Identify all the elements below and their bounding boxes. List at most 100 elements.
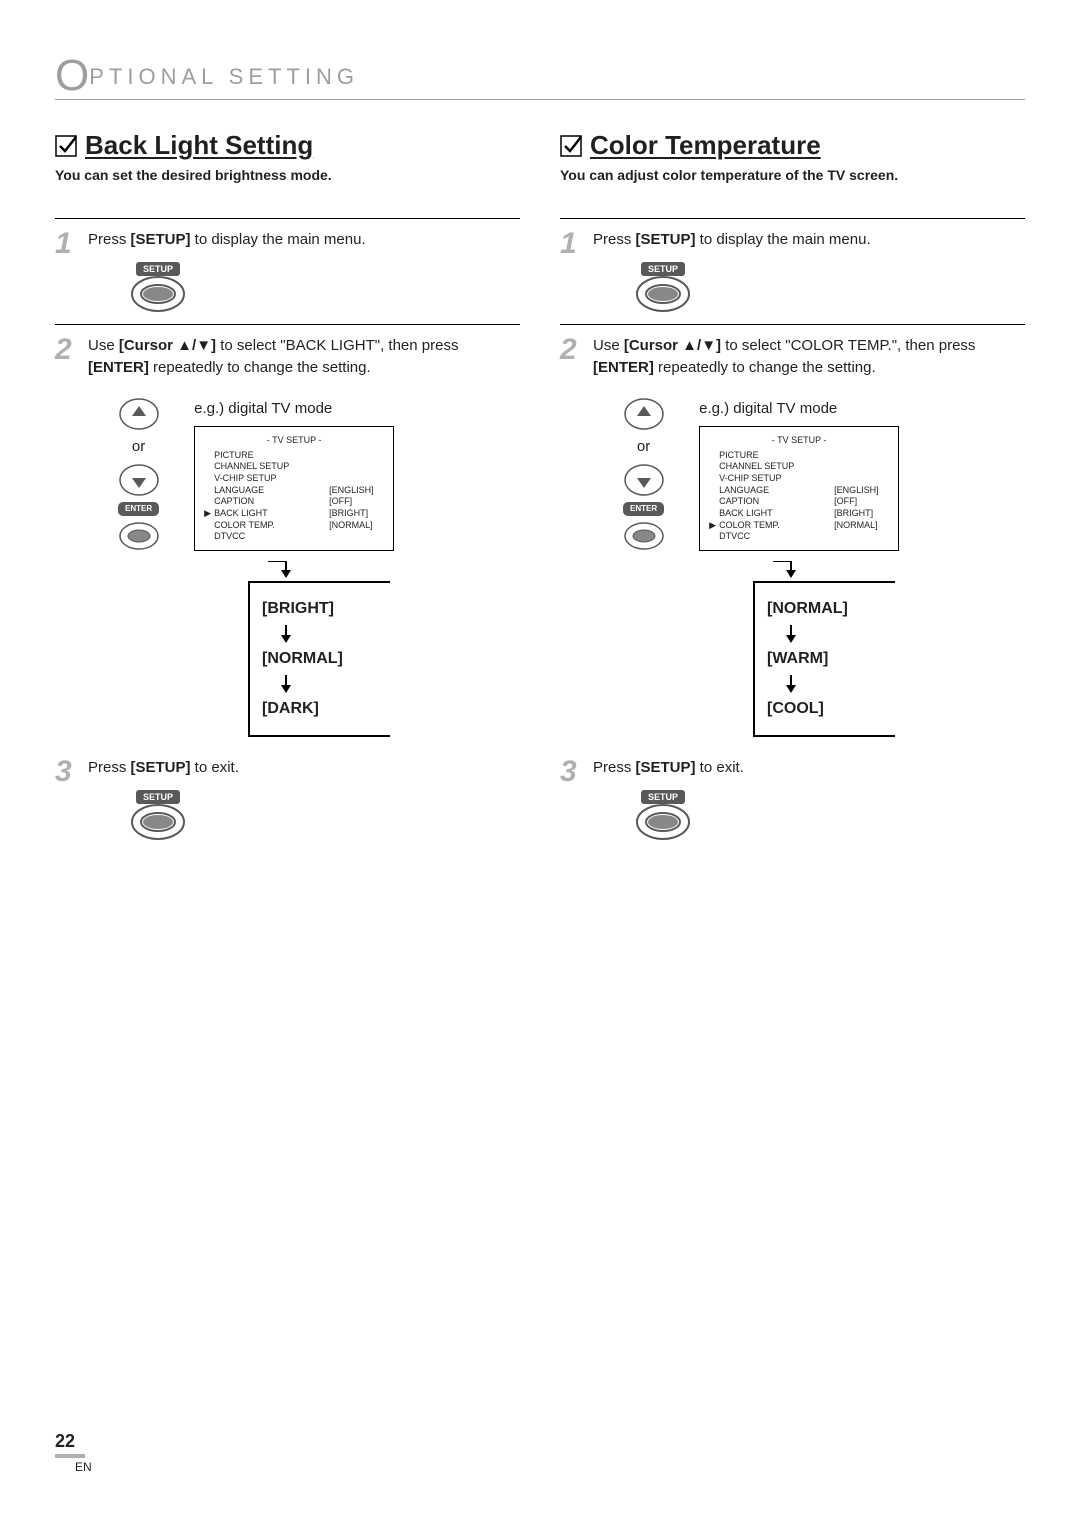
text: Press [88,759,131,776]
text-bold: [ENTER] [88,359,149,376]
flow-enter-arrow-icon [268,561,294,579]
text: Press [593,759,636,776]
text: to exit. [191,759,239,776]
check-icon [560,135,582,157]
tv-menu-row: DTVCC [204,531,384,543]
setup-button-icon [631,262,1025,314]
tv-menu-title: - TV SETUP - [204,434,384,448]
text-bold: [ENTER] [593,359,654,376]
tv-menu-row: DTVCC [709,531,889,543]
text: to select "COLOR TEMP.", then press [721,337,975,354]
step-number: 3 [55,757,80,787]
tv-menu-row: COLOR TEMP.[NORMAL] [204,520,384,532]
eg-text: e.g.) digital TV mode [699,398,899,421]
text-bold: [Cursor ▲/▼] [624,337,721,354]
text: repeatedly to change the setting. [149,359,371,376]
setup-button-icon [126,790,520,842]
tv-menu: - TV SETUP - PICTURECHANNEL SETUPV-CHIP … [194,426,394,551]
text: to display the main menu. [696,231,871,248]
flow-box: [BRIGHT][NORMAL][DARK] [248,581,388,737]
step-number: 2 [560,335,585,365]
left-title: Back Light Setting [85,130,313,161]
left-step-2: 2 Use [Cursor ▲/▼] to select "BACK LIGHT… [55,324,520,738]
eg-text: e.g.) digital TV mode [194,398,394,421]
left-column: Back Light Setting You can set the desir… [55,130,520,852]
step-body: Press [SETUP] to display the main menu. [88,229,520,314]
step-number: 1 [560,229,585,259]
tv-menu-row: CAPTION[OFF] [204,496,384,508]
tv-menu-row: LANGUAGE[ENGLISH] [709,485,889,497]
step2-extras: or ENTER e.g.) digital TV mode - TV SETU… [623,398,1025,552]
flow-item: [DARK] [262,697,376,721]
enter-label: ENTER [623,502,664,516]
left-step-1: 1 Press [SETUP] to display the main menu… [55,218,520,314]
right-step-1: 1 Press [SETUP] to display the main menu… [560,218,1025,314]
text: Use [88,337,119,354]
content-columns: Back Light Setting You can set the desir… [55,130,1025,852]
down-arrow-icon [262,675,376,693]
right-title-row: Color Temperature [560,130,1025,161]
step-body: Press [SETUP] to exit. [88,757,520,842]
right-column: Color Temperature You can adjust color t… [560,130,1025,852]
flow-enter-arrow-icon [773,561,799,579]
right-step-3: 3 Press [SETUP] to exit. [560,747,1025,842]
tv-menu-title: - TV SETUP - [709,434,889,448]
enter-label: ENTER [118,502,159,516]
text: Press [88,231,131,248]
check-icon [55,135,77,157]
step-number: 2 [55,335,80,365]
step-body: Use [Cursor ▲/▼] to select "BACK LIGHT",… [88,335,520,738]
tv-menu-row: V-CHIP SETUP [709,473,889,485]
text: to select "BACK LIGHT", then press [216,337,458,354]
tv-menu-block: e.g.) digital TV mode - TV SETUP - PICTU… [699,398,899,552]
flow-item: [BRIGHT] [262,597,376,621]
step-number: 3 [560,757,585,787]
text: repeatedly to change the setting. [654,359,876,376]
tv-menu-row: PICTURE [204,450,384,462]
setup-button-icon [631,790,1025,842]
header-text: PTIONAL SETTING [89,64,359,90]
flow-item: [COOL] [767,697,881,721]
flow-box: [NORMAL][WARM][COOL] [753,581,893,737]
tv-menu-row: CHANNEL SETUP [709,461,889,473]
tv-menu-block: e.g.) digital TV mode - TV SETUP - PICTU… [194,398,394,552]
tv-menu-row: CHANNEL SETUP [204,461,384,473]
cursor-buttons: or ENTER [118,398,159,551]
cursor-down-icon [119,464,159,496]
down-arrow-icon [767,625,881,643]
step-number: 1 [55,229,80,259]
header-letter: O [55,51,89,101]
tv-menu-row: PICTURE [709,450,889,462]
page-footer: 22 EN [55,1431,92,1476]
tv-menu-row: V-CHIP SETUP [204,473,384,485]
right-step-2: 2 Use [Cursor ▲/▼] to select "COLOR TEMP… [560,324,1025,738]
cursor-down-icon [624,464,664,496]
down-arrow-icon [767,675,881,693]
left-step-3: 3 Press [SETUP] to exit. [55,747,520,842]
step2-extras: or ENTER e.g.) digital TV mode - TV SETU… [118,398,520,552]
text-bold: [SETUP] [131,231,191,248]
enter-button-icon [119,522,159,550]
enter-button-icon [624,522,664,550]
tv-menu-row: ▶COLOR TEMP.[NORMAL] [709,520,889,532]
cursor-up-icon [119,398,159,430]
text-bold: [Cursor ▲/▼] [119,337,216,354]
tv-menu-row: BACK LIGHT[BRIGHT] [709,508,889,520]
or-text: or [132,436,145,459]
text-bold: [SETUP] [636,231,696,248]
step-body: Use [Cursor ▲/▼] to select "COLOR TEMP."… [593,335,1025,738]
text: to exit. [696,759,744,776]
right-title: Color Temperature [590,130,821,161]
text-bold: [SETUP] [131,759,191,776]
tv-menu-row: ▶BACK LIGHT[BRIGHT] [204,508,384,520]
or-text: or [637,436,650,459]
left-title-row: Back Light Setting [55,130,520,161]
tv-menu: - TV SETUP - PICTURECHANNEL SETUPV-CHIP … [699,426,899,551]
right-subtitle: You can adjust color temperature of the … [560,167,1025,183]
text: Use [593,337,624,354]
page-number: 22 [55,1431,85,1458]
page-lang: EN [75,1460,92,1474]
step-body: Press [SETUP] to display the main menu. [593,229,1025,314]
tv-menu-row: CAPTION[OFF] [709,496,889,508]
left-subtitle: You can set the desired brightness mode. [55,167,520,183]
